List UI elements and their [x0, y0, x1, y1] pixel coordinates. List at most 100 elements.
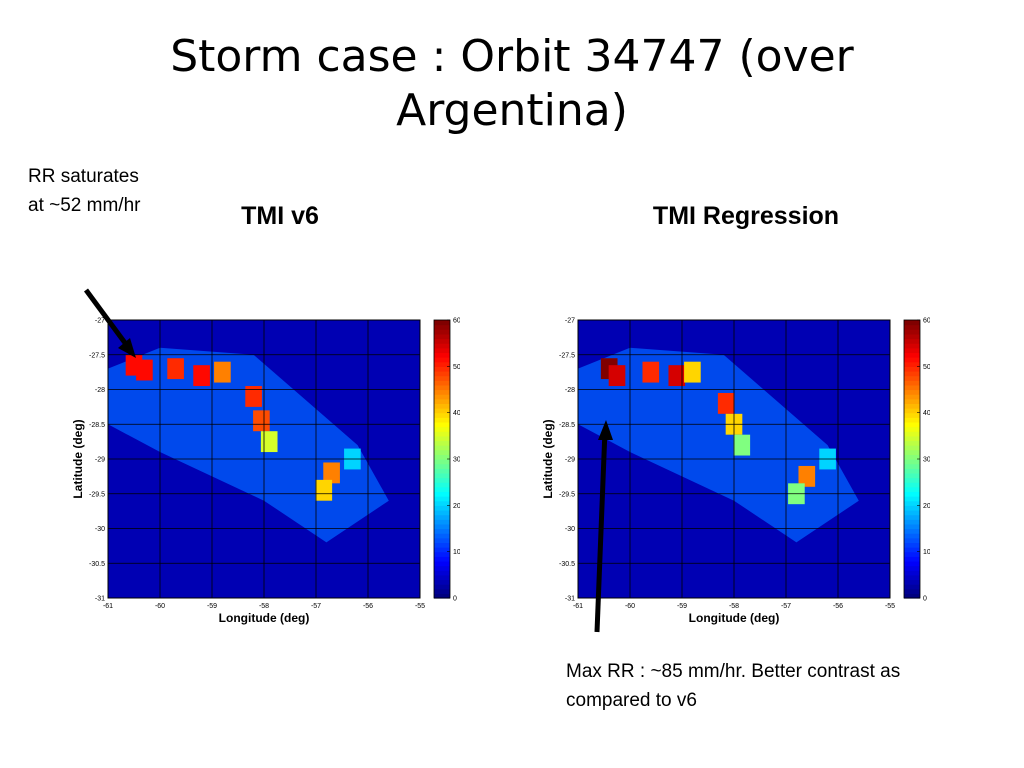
arrow-left-shaft: [83, 288, 134, 353]
colorbar-segment: [434, 556, 450, 562]
heatmap-cell: [798, 465, 816, 487]
colorbar-segment: [434, 343, 450, 349]
colorbar-segment: [904, 454, 920, 460]
colorbar-segment: [904, 366, 920, 372]
colorbar-segment: [904, 463, 920, 469]
arrow-right-head: [598, 420, 613, 440]
colorbar-segment: [434, 426, 450, 432]
colorbar-segment: [434, 459, 450, 465]
colorbar-segment: [434, 505, 450, 511]
y-axis-label: Latitude (deg): [541, 419, 555, 498]
colorbar-segment: [434, 389, 450, 395]
colorbar-segment: [904, 519, 920, 525]
y-tick-label: -29: [565, 457, 575, 464]
colorbar-segment: [904, 570, 920, 576]
colorbar-segment: [434, 574, 450, 581]
colorbar-segment: [904, 431, 920, 437]
y-tick-label: -30: [95, 526, 105, 533]
colorbar-segment: [904, 384, 920, 391]
arrow-left-head: [118, 338, 136, 358]
colorbar-segment: [904, 440, 920, 446]
colorbar-segment: [904, 320, 920, 326]
heatmap-cell: [684, 361, 701, 383]
heatmap-chart-tmi-regression: -61 -60 -59 -58 -57 -56 -55 -27 -27.5 -28 -28.5 -29…: [541, 318, 930, 626]
heatmap-cell: [136, 359, 153, 381]
colorbar-tick-label: 60: [453, 318, 460, 325]
colorbar-segment: [434, 519, 450, 525]
colorbar-segment: [904, 477, 920, 483]
heatmap-cell: [323, 462, 340, 484]
colorbar-segment: [904, 584, 920, 590]
colorbar-segment: [904, 329, 920, 335]
colorbar-segment: [904, 593, 920, 599]
colorbar-segment: [434, 338, 450, 344]
y-tick-label: -29.5: [559, 491, 575, 498]
colorbar-segment: [434, 333, 450, 340]
colorbar-segment: [434, 579, 450, 585]
colorbar-segment: [434, 347, 450, 354]
colorbar-segment: [434, 435, 450, 442]
x-tick-label: -59: [207, 603, 217, 610]
colorbar-segment: [904, 588, 920, 594]
x-tick-label: -59: [677, 603, 687, 610]
colorbar-segment: [434, 509, 450, 516]
colorbar-tick-label: 0: [453, 596, 457, 603]
colorbar-segment: [434, 482, 450, 488]
colorbar-segment: [904, 417, 920, 423]
colorbar-segment: [904, 496, 920, 502]
colorbar-segment: [434, 533, 450, 539]
colorbar-segment: [904, 579, 920, 585]
colorbar-segment: [434, 357, 450, 363]
arrow-right-shaft: [594, 429, 608, 633]
x-tick-label: -60: [625, 603, 635, 610]
colorbar-segment: [434, 537, 450, 543]
colorbar-segment: [434, 472, 450, 479]
heatmap-cell: [167, 358, 184, 380]
x-tick-label: -60: [155, 603, 165, 610]
colorbar-segment: [904, 370, 920, 377]
colorbar-segment: [434, 560, 450, 567]
colorbar-segment: [434, 361, 450, 367]
colorbar-segment: [904, 361, 920, 367]
colorbar-segment: [434, 445, 450, 451]
annotation-max-rr-note: Max RR : ~85 mm/hr. Better contrast as c…: [566, 661, 901, 711]
y-tick-label: -30: [565, 526, 575, 533]
colorbar-segment: [434, 491, 450, 497]
colorbar-tick-label: 60: [923, 318, 930, 325]
colorbar-segment: [434, 352, 450, 358]
colorbar-segment: [904, 412, 920, 418]
colorbar-segment: [904, 468, 920, 474]
colorbar-segment: [904, 565, 920, 571]
colorbar-segment: [904, 574, 920, 581]
colorbar-segment: [904, 459, 920, 465]
colorbar-segment: [904, 435, 920, 442]
colorbar-segment: [434, 542, 450, 548]
colorbar-tick-label: 10: [923, 549, 930, 556]
colorbar-segment: [434, 523, 450, 530]
y-tick-label: -27.5: [89, 352, 105, 359]
colorbar-segment: [434, 366, 450, 372]
heatmap-chart-tmi-v6: -61 -60 -59 -58 -57 -56 -55 -27 -27.5 -28 -28.5 -29…: [71, 318, 460, 626]
colorbar-segment: [904, 486, 920, 493]
heatmap-cell: [214, 361, 231, 383]
x-tick-label: -58: [259, 603, 269, 610]
slide-title: Storm case : Orbit 34747 (over Argentina…: [170, 31, 854, 136]
colorbar-segment: [434, 384, 450, 391]
colorbar-segment: [904, 408, 920, 414]
heatmap-cell: [733, 434, 751, 456]
colorbar-segment: [434, 320, 450, 326]
colorbar-segment: [434, 468, 450, 474]
x-tick-label: -55: [415, 603, 425, 610]
colorbar-tick-label: 20: [453, 503, 460, 510]
y-axis-label: Latitude (deg): [71, 419, 85, 498]
colorbar-segment: [904, 505, 920, 511]
colorbar-segment: [904, 352, 920, 358]
colorbar-tick-label: 10: [453, 549, 460, 556]
chart-title-tmi-regression: TMI Regression: [652, 202, 840, 230]
colorbar-segment: [434, 593, 450, 599]
colorbar-segment: [434, 421, 450, 428]
colorbar-segment: [434, 375, 450, 381]
colorbar-segment: [434, 584, 450, 590]
colorbar-segment: [904, 472, 920, 479]
